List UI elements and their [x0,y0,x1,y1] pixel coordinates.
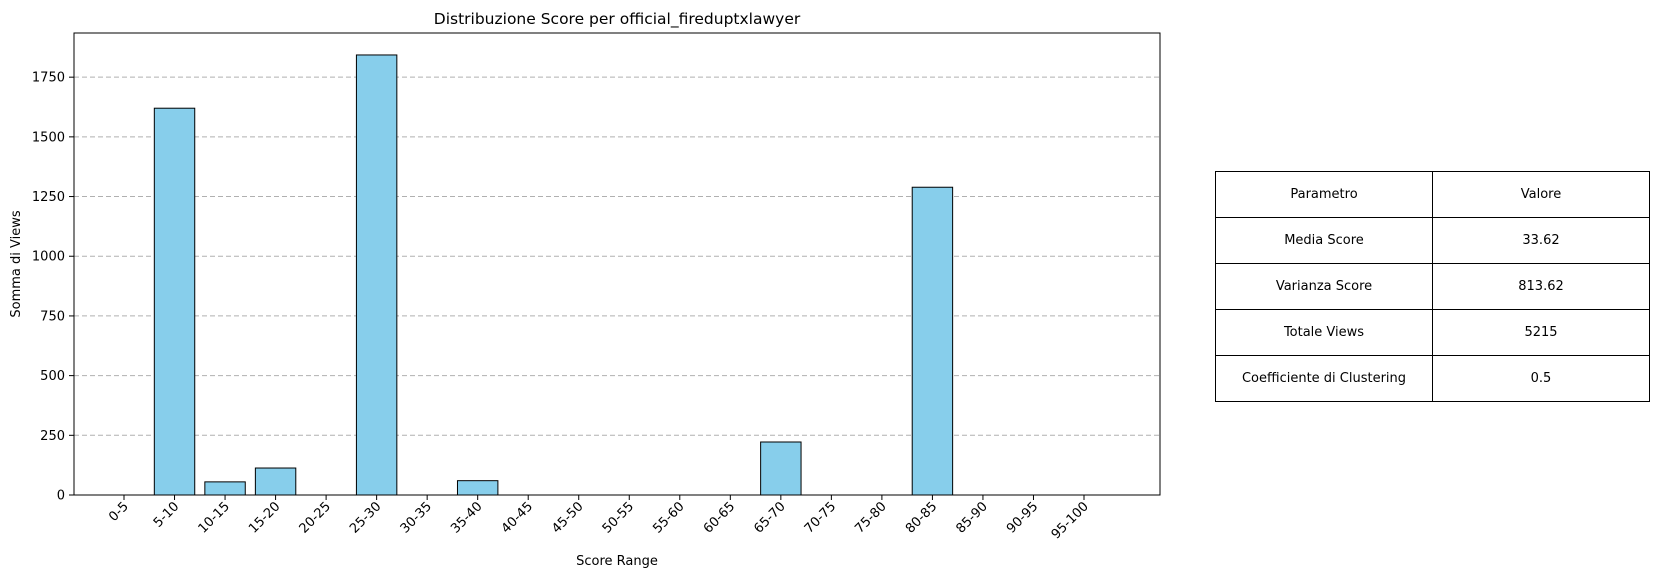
table-cell: 33.62 [1432,217,1650,264]
bar [254,467,297,496]
bar [153,107,196,496]
table-cell: 813.62 [1432,263,1650,310]
x-tick-label: 20-25 [297,499,334,536]
x-tick-label: 55-60 [650,499,687,536]
x-axis: 0-5 5-10 10-15 15-20 20-25 25-30 30-35 35-40 40-… [106,495,1092,542]
plot-frame [73,32,1161,496]
table-row: Media Score 33.62 [1215,217,1650,264]
y-axis-label: Somma di Views [9,210,24,317]
table-row: Coefficiente di Clustering 0.5 [1215,355,1650,402]
table-cell: 5215 [1432,309,1650,356]
bars [153,54,954,496]
table-cell: Totale Views [1215,309,1433,356]
x-tick-label: 0-5 [106,499,132,525]
bar-chart: 0 250 500 750 1000 1250 1500 1750 0-5 5-10 10-15 1… [9,10,1161,569]
y-tick-label: 500 [40,369,65,384]
x-tick-label: 35-40 [448,499,485,536]
bar [911,186,954,496]
y-tick-label: 1250 [32,190,65,205]
x-tick-label: 95-100 [1049,499,1092,542]
y-tick-label: 250 [40,429,65,444]
x-tick-label: 65-70 [751,499,788,536]
x-tick-label: 80-85 [903,499,940,536]
x-tick-label: 40-45 [499,499,536,536]
x-tick-label: 45-50 [549,499,586,536]
bar [204,481,246,496]
table-cell: Varianza Score [1215,263,1433,310]
table-cell: Coefficiente di Clustering [1215,355,1433,402]
x-tick-label: 15-20 [246,499,283,536]
table-cell: Media Score [1215,217,1433,264]
x-tick-label: 50-55 [600,499,637,536]
table-header-row: Parametro Valore [1215,171,1650,218]
grid-lines [74,76,1160,436]
x-tick-label: 85-90 [953,499,990,536]
y-tick-label: 750 [40,309,65,324]
bar [456,480,499,496]
x-tick-label: 5-10 [151,499,182,530]
x-tick-label: 30-35 [398,499,435,536]
y-tick-label: 1750 [32,71,65,86]
y-tick-label: 1500 [32,130,65,145]
y-axis: 0 250 500 750 1000 1250 1500 1750 [32,71,74,504]
table-row: Varianza Score 813.62 [1215,263,1650,310]
x-tick-label: 90-95 [1004,499,1041,536]
table-cell: 0.5 [1432,355,1650,402]
x-tick-label: 25-30 [347,499,384,536]
bar [760,441,802,496]
table-header-cell: Parametro [1215,171,1433,218]
x-tick-label: 10-15 [196,499,233,536]
x-tick-label: 60-65 [701,499,738,536]
x-tick-label: 75-80 [852,499,889,536]
chart-title: Distribuzione Score per official_firedup… [434,10,801,29]
table-header-cell: Valore [1432,171,1650,218]
y-tick-label: 0 [57,489,65,504]
stats-table: Parametro Valore Media Score 33.62 Varia… [1215,171,1650,402]
table-row: Totale Views 5215 [1215,309,1650,356]
y-tick-label: 1000 [32,250,65,265]
x-tick-label: 70-75 [802,499,839,536]
bar [355,54,398,496]
x-axis-label: Score Range [576,554,658,569]
